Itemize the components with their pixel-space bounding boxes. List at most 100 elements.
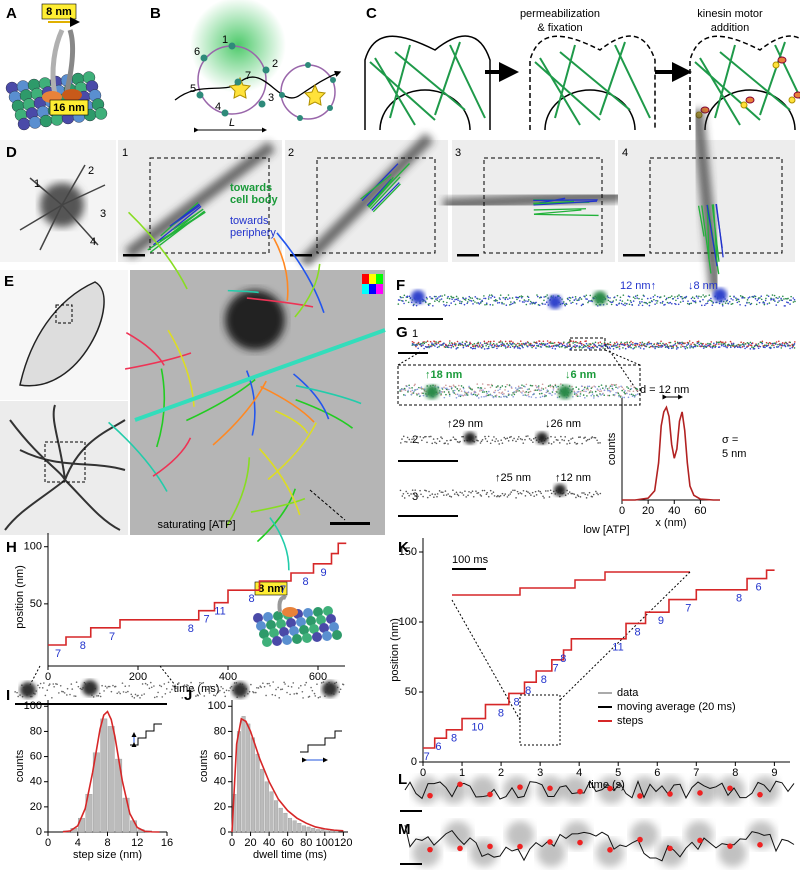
localization [433,496,435,498]
trace-label: 1 [412,328,418,340]
localization [728,300,731,303]
localization [433,295,436,298]
localization [782,295,784,298]
localization [686,344,688,346]
localization [265,694,267,697]
localization [430,345,432,348]
localization [447,344,450,346]
localization [623,344,625,347]
x-axis-label: time (ms) [174,683,220,695]
y-tick-label: 50 [30,598,42,610]
localization [659,342,661,345]
localization [612,389,614,391]
localization [579,346,581,348]
localization [603,342,606,345]
localization [322,681,325,683]
y-tick-label: 20 [214,801,226,813]
localization [610,345,613,348]
site-label: 1 [222,34,228,46]
bar [250,737,255,833]
localization [593,395,595,397]
panel-label: F [396,277,405,294]
localization [766,344,769,347]
localization [305,681,308,684]
step-point [487,791,493,798]
wheel-segment [369,284,376,294]
localization [694,300,697,302]
localization [664,303,666,306]
localization [718,346,721,348]
localization [459,343,462,346]
localization [477,386,479,389]
localization [515,389,518,392]
panel-label: C [366,5,377,22]
localization [497,494,499,497]
localization [637,304,640,306]
localization [756,299,759,302]
localization [760,298,763,301]
tubulin [279,627,289,637]
localization [407,301,410,304]
localization [576,393,578,396]
track [134,328,386,422]
track [371,182,400,211]
localization [747,345,749,347]
localization [104,685,107,688]
localization [459,300,461,302]
localization [677,346,679,349]
localization [406,295,409,298]
localization [528,438,531,440]
wheel-segment [362,284,369,294]
localization [296,692,298,695]
localization [441,295,443,297]
localization [583,437,585,439]
data-line [423,569,775,749]
localization [643,348,645,350]
site-label: 4 [215,101,221,113]
localization [557,439,559,441]
localization [324,695,326,697]
localization [748,343,750,346]
localization [230,685,233,688]
localization [37,684,39,687]
localization [61,690,63,693]
localization [584,436,586,439]
localization [559,442,561,444]
localization [753,345,756,348]
localization [319,696,321,698]
localization [304,684,306,686]
localization [623,343,626,345]
localization [577,390,580,393]
step-point [637,836,643,843]
localization [452,384,455,387]
localization [670,302,673,305]
localization [462,387,465,390]
localization [512,489,514,492]
localization [747,297,750,299]
localization [469,342,472,345]
localization [437,386,439,388]
zoom-box [397,364,641,406]
localization [515,497,517,499]
microtubules [534,41,651,126]
localization [465,394,467,396]
localization [125,691,127,694]
localization [730,303,733,305]
localization [507,440,510,442]
localization [118,691,120,693]
localization [576,341,578,344]
localization [425,490,427,492]
x-tick-label: 0 [619,505,625,517]
track [368,176,394,208]
localization [524,394,526,396]
localization [523,343,526,345]
localization [503,392,505,395]
localization [689,345,691,347]
localization [476,383,479,385]
y-tick-label: 0 [220,826,226,838]
localization [466,301,469,303]
localization [483,340,486,343]
localization [724,302,727,304]
localization [766,303,769,305]
